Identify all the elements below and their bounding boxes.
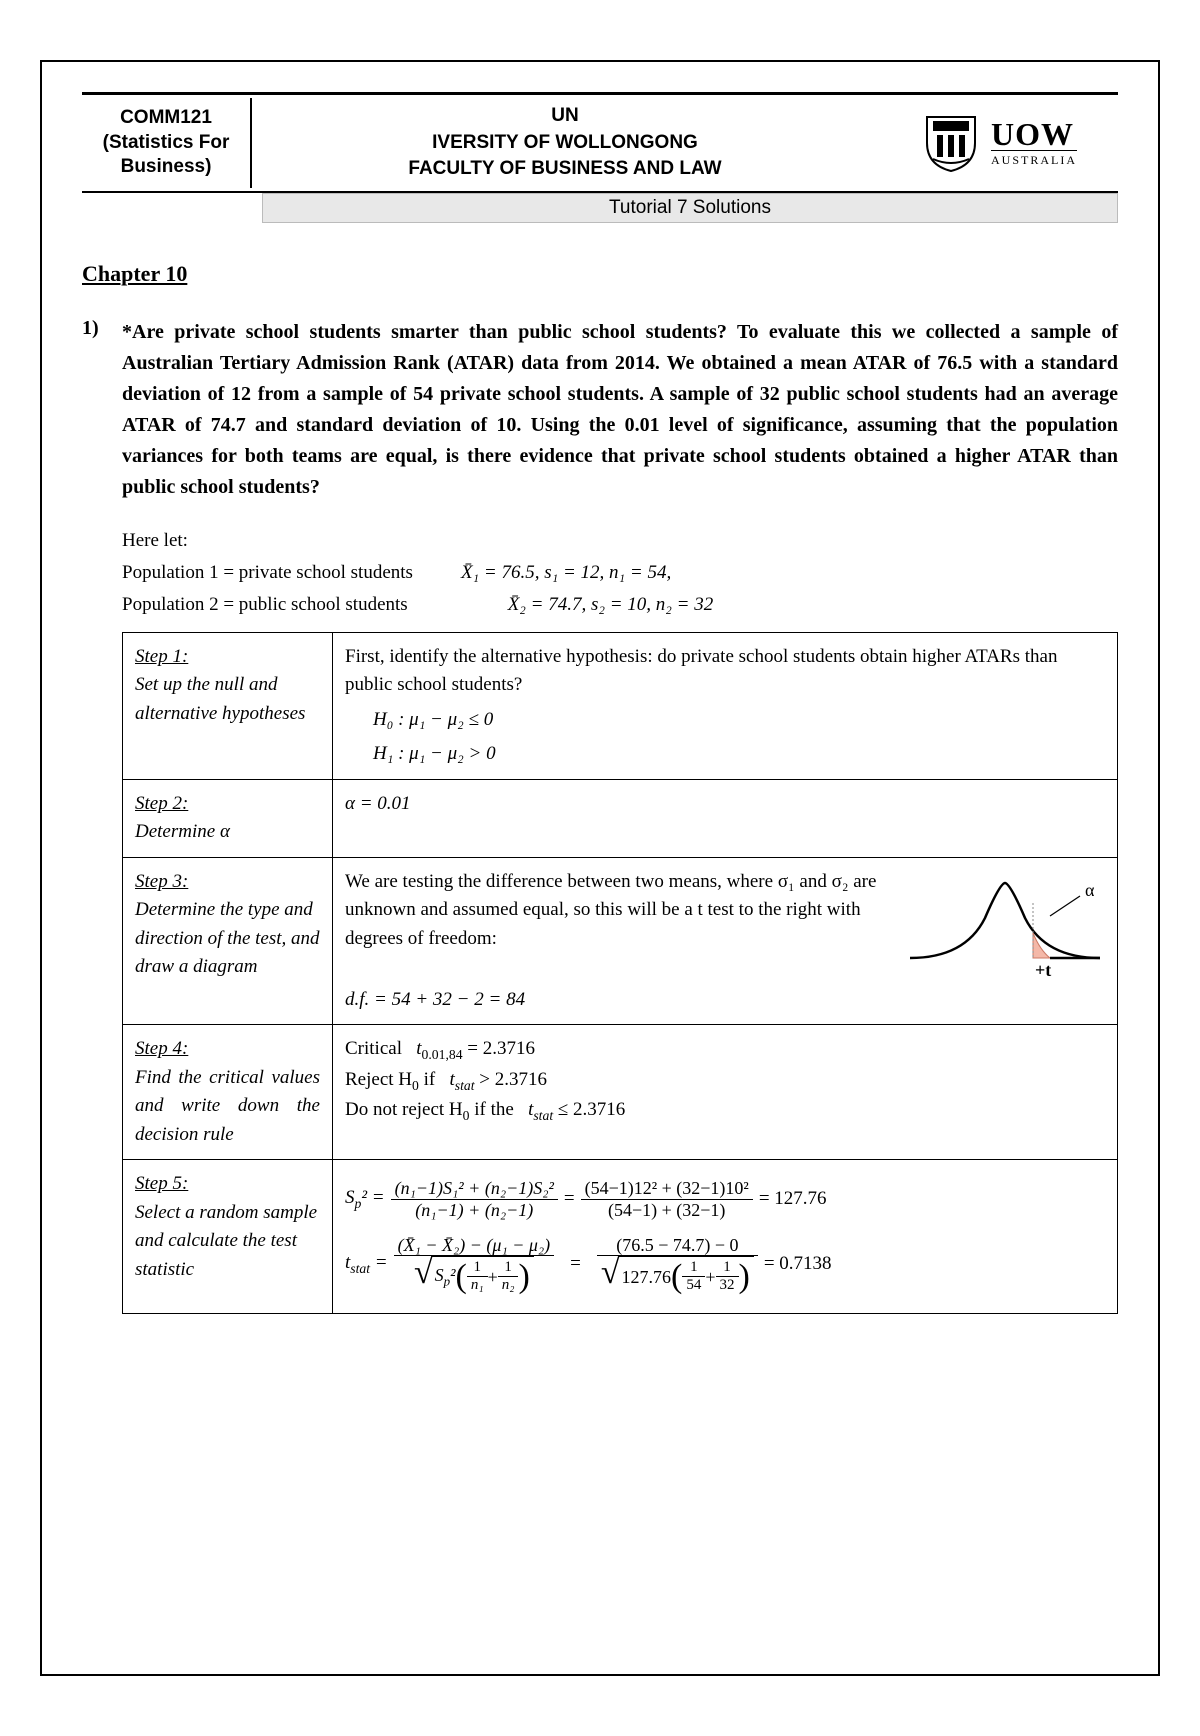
- step-1-intro: First, identify the alternative hypothes…: [345, 643, 1105, 700]
- step-5-body: Sp² = (n₁−1)S₁² + (n₂−1)S₂² (n₁−1) + (n₂…: [333, 1160, 1118, 1314]
- step-1-body: First, identify the alternative hypothes…: [333, 632, 1118, 779]
- step-2-row: Step 2: Determine α α = 0.01: [123, 779, 1118, 857]
- subtitle-bar: Tutorial 7 Solutions: [262, 193, 1118, 223]
- step-2-title: Step 2:: [135, 793, 188, 814]
- f4n: 1: [716, 1259, 739, 1277]
- step-3-desc: Determine the type and direction of the …: [135, 899, 320, 977]
- f4d: 32: [716, 1277, 739, 1294]
- step-4-label: Step 4: Find the critical values and wri…: [123, 1025, 333, 1160]
- sp-result: = 127.76: [759, 1185, 827, 1214]
- alpha-value: α = 0.01: [345, 793, 411, 814]
- step-3-explain: We are testing the difference between tw…: [345, 868, 887, 954]
- step-4-desc: Find the critical values and write down …: [135, 1064, 320, 1150]
- here-let-label: Here let:: [122, 525, 1118, 557]
- pop2-stats: X̄₂ = 74.7, s₂ = 10, n₂ = 32: [508, 589, 714, 621]
- definitions-block: Here let: Population 1 = private school …: [122, 525, 1118, 622]
- step-5-title: Step 5:: [135, 1173, 188, 1194]
- reject-line: Reject H0 if tstat > 2.3716: [345, 1066, 1105, 1096]
- f2n: 1: [498, 1259, 519, 1277]
- logo-uow: UOW: [991, 118, 1077, 150]
- df-line: d.f. = 54 + 32 − 2 = 84: [345, 986, 1105, 1015]
- step-1-label: Step 1: Set up the null and alternative …: [123, 632, 333, 779]
- step-5-label: Step 5: Select a random sample and calcu…: [123, 1160, 333, 1314]
- logo-block: UOW AUSTRALIA: [878, 107, 1118, 179]
- step-2-body: α = 0.01: [333, 779, 1118, 857]
- header-row: COMM121 (Statistics For Business) UN IVE…: [82, 92, 1118, 193]
- step-3-row: Step 3: Determine the type and direction…: [123, 857, 1118, 1025]
- logo-text: UOW AUSTRALIA: [991, 118, 1077, 168]
- uow-crest-icon: [919, 111, 983, 175]
- step-4-body: Critical t0.01,84 = 2.3716 Reject H0 if …: [333, 1025, 1118, 1160]
- t-result: = 0.7138: [764, 1250, 832, 1279]
- sp-squared-equation: Sp² = (n₁−1)S₁² + (n₂−1)S₂² (n₁−1) + (n₂…: [345, 1178, 1105, 1220]
- f1n: 1: [467, 1259, 488, 1277]
- f3n: 1: [682, 1259, 705, 1277]
- sp-num1: (n₁−1)S₁² + (n₂−1)S₂²: [391, 1178, 558, 1200]
- question-text: *Are private school students smarter tha…: [122, 317, 1118, 503]
- step-5-row: Step 5: Select a random sample and calcu…: [123, 1160, 1118, 1314]
- sp-den2: (54−1) + (32−1): [581, 1200, 753, 1221]
- step-1-desc: Set up the null and alternative hypothes…: [135, 674, 305, 724]
- sp-den1: (n₁−1) + (n₂−1): [391, 1200, 558, 1221]
- alpha-label: α: [1085, 880, 1095, 900]
- sp-num2: (54−1)12² + (32−1)10²: [581, 1178, 753, 1200]
- faculty-text: FACULTY OF BUSINESS AND LAW: [408, 158, 721, 179]
- f2d: n₂: [498, 1277, 519, 1294]
- step-2-desc: Determine α: [135, 821, 230, 842]
- step-1-title: Step 1:: [135, 646, 188, 667]
- pop1-text: Population 1 = private school students: [122, 557, 413, 589]
- document-page: COMM121 (Statistics For Business) UN IVE…: [40, 60, 1160, 1676]
- course-name: (Statistics For Business): [88, 131, 244, 180]
- course-code: COMM121: [88, 106, 244, 131]
- population-2-row: Population 2 = public school students X̄…: [122, 589, 1118, 621]
- step-3-title: Step 3:: [135, 871, 188, 892]
- pop1-stats: X̄₁ = 76.5, s₁ = 12, n₁ = 54,: [461, 557, 671, 589]
- eq-sign: =: [570, 1250, 581, 1279]
- steps-table: Step 1: Set up the null and alternative …: [122, 632, 1118, 1314]
- t-label: +t: [1035, 960, 1051, 978]
- f3d: 54: [682, 1277, 705, 1294]
- bell-curve-icon: α +t: [905, 868, 1105, 978]
- uni-text-2: IVERSITY OF WOLLONGONG: [432, 132, 698, 153]
- h1-line: H₁ : μ₁ − μ₂ > 0: [373, 740, 1105, 769]
- question-1: 1) *Are private school students smarter …: [82, 317, 1118, 503]
- step-4-row: Step 4: Find the critical values and wri…: [123, 1025, 1118, 1160]
- step-4-title: Step 4:: [135, 1038, 188, 1059]
- pop2-text: Population 2 = public school students: [122, 589, 408, 621]
- step-3-body: We are testing the difference between tw…: [333, 857, 1118, 1025]
- critical-line: Critical t0.01,84 = 2.3716: [345, 1035, 1105, 1065]
- t-num1: (X̄₁ − X̄₂) − (μ₁ − μ₂): [394, 1235, 555, 1257]
- uni-text-1: UN: [551, 105, 578, 126]
- chapter-heading: Chapter 10: [82, 261, 1118, 287]
- step-3-label: Step 3: Determine the type and direction…: [123, 857, 333, 1025]
- step-5-desc: Select a random sample and calculate the…: [135, 1202, 317, 1280]
- course-block: COMM121 (Statistics For Business): [82, 98, 252, 188]
- step-3-text: We are testing the difference between tw…: [345, 868, 887, 954]
- step-2-label: Step 2: Determine α: [123, 779, 333, 857]
- step-1-row: Step 1: Set up the null and alternative …: [123, 632, 1118, 779]
- question-number: 1): [82, 317, 108, 503]
- population-1-row: Population 1 = private school students X…: [122, 557, 1118, 589]
- h0-line: H₀ : μ₁ − μ₂ ≤ 0: [373, 706, 1105, 735]
- f1d: n₁: [467, 1277, 488, 1294]
- t-stat-equation: tstat = (X̄₁ − X̄₂) − (μ₁ − μ₂) √ Sp² ( …: [345, 1235, 1105, 1295]
- sqrt2a: 127.76: [622, 1267, 672, 1288]
- t-num2: (76.5 − 74.7) − 0: [597, 1235, 758, 1257]
- not-reject-line: Do not reject H0 if the tstat ≤ 2.3716: [345, 1096, 1105, 1126]
- university-block: UN IVERSITY OF WOLLONGONG FACULTY OF BUS…: [252, 95, 878, 191]
- logo-sub: AUSTRALIA: [991, 150, 1077, 168]
